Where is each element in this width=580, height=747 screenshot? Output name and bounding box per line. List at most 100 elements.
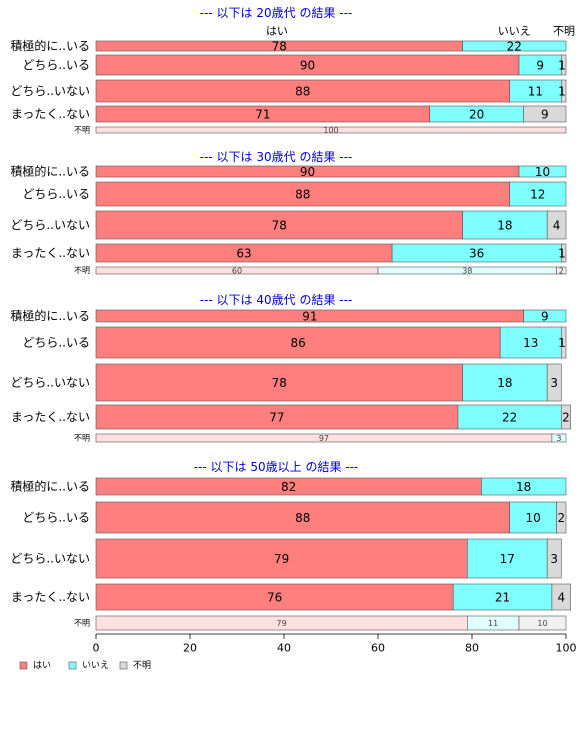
legend-swatch bbox=[19, 661, 28, 670]
column-header-unknown: 不明 bbox=[553, 25, 575, 38]
data-label: 1 bbox=[558, 59, 566, 73]
data-label: 90 bbox=[300, 59, 315, 73]
data-label: 10 bbox=[535, 165, 550, 179]
row-label: まったく..ない bbox=[11, 107, 90, 121]
bar-segment bbox=[551, 433, 567, 443]
row-label: どちら..いない bbox=[10, 218, 90, 232]
column-header-yes: はい bbox=[266, 25, 288, 38]
row-label: どちら..いる bbox=[22, 336, 90, 350]
data-label: 1 bbox=[558, 247, 566, 261]
bar-segment bbox=[452, 583, 553, 611]
row-label: まったく..ない bbox=[11, 410, 90, 424]
data-label: 11 bbox=[488, 619, 498, 628]
bar-segment bbox=[95, 126, 567, 134]
data-label: 4 bbox=[553, 219, 561, 233]
data-label: 3 bbox=[550, 376, 558, 390]
data-label: 22 bbox=[507, 40, 522, 54]
data-label: 88 bbox=[295, 511, 310, 525]
bar-segment bbox=[95, 326, 501, 359]
data-label: 90 bbox=[300, 165, 315, 179]
bar-segment bbox=[560, 243, 567, 263]
data-label: 9 bbox=[541, 108, 549, 122]
x-tick-label: 60 bbox=[371, 642, 385, 655]
bar-segment bbox=[518, 615, 567, 631]
panel-title: --- 以下は 40歳代 の結果 --- bbox=[200, 293, 353, 307]
x-tick-label: 80 bbox=[465, 642, 479, 655]
bar-segment bbox=[546, 363, 562, 402]
data-label: 1 bbox=[558, 85, 566, 99]
data-label: 78 bbox=[272, 219, 287, 233]
bar-segment bbox=[523, 105, 567, 123]
data-label: 77 bbox=[269, 411, 284, 425]
data-label: 11 bbox=[528, 85, 543, 99]
row-label: 不明 bbox=[74, 619, 90, 628]
x-tick-label: 0 bbox=[93, 642, 100, 655]
bar-segment bbox=[95, 501, 510, 534]
bar-segment bbox=[499, 326, 562, 359]
column-header-no: いいえ bbox=[498, 25, 531, 38]
data-label: 10 bbox=[537, 619, 547, 628]
row-label: どちら..いる bbox=[22, 187, 90, 201]
data-label: 22 bbox=[502, 411, 517, 425]
data-label: 79 bbox=[277, 619, 287, 628]
row-label: 不明 bbox=[74, 434, 90, 443]
row-label: どちら..いない bbox=[10, 552, 90, 566]
bar-segment bbox=[509, 181, 567, 207]
bar-segment bbox=[551, 583, 572, 611]
x-tick-label: 40 bbox=[277, 642, 291, 655]
data-label: 4 bbox=[557, 591, 565, 605]
legend-swatch bbox=[68, 661, 77, 670]
data-label: 76 bbox=[267, 591, 282, 605]
row-label: どちら..いない bbox=[10, 376, 90, 390]
row-label: 不明 bbox=[74, 126, 90, 135]
data-label: 79 bbox=[274, 552, 289, 566]
data-label: 38 bbox=[462, 267, 472, 276]
data-label: 2 bbox=[559, 267, 564, 276]
bar-segment bbox=[556, 501, 567, 534]
row-label: どちら..いる bbox=[22, 58, 90, 72]
data-label: 100 bbox=[323, 126, 338, 135]
data-label: 3 bbox=[556, 434, 561, 443]
x-tick-label: 20 bbox=[183, 642, 197, 655]
data-label: 3 bbox=[550, 552, 558, 566]
bar-segment bbox=[462, 40, 567, 52]
bar-segment bbox=[95, 583, 454, 611]
data-label: 78 bbox=[272, 40, 287, 54]
row-label: 不明 bbox=[74, 266, 90, 275]
data-label: 17 bbox=[500, 552, 515, 566]
legend-label: はい bbox=[33, 660, 51, 671]
data-label: 82 bbox=[281, 480, 296, 494]
bar-segment bbox=[546, 210, 567, 240]
data-label: 10 bbox=[525, 511, 540, 525]
legend-label: 不明 bbox=[133, 660, 151, 671]
data-label: 18 bbox=[497, 219, 512, 233]
data-label: 86 bbox=[290, 336, 305, 350]
data-label: 71 bbox=[255, 108, 270, 122]
data-label: 88 bbox=[295, 85, 310, 99]
data-label: 63 bbox=[236, 247, 251, 261]
panel-title: --- 以下は 30歳代 の結果 --- bbox=[200, 150, 353, 164]
data-label: 97 bbox=[319, 434, 329, 443]
bar-segment bbox=[523, 309, 567, 323]
bar-segment bbox=[560, 326, 567, 359]
bar-segment bbox=[560, 54, 567, 76]
row-label: まったく..ない bbox=[11, 590, 90, 604]
bar-segment bbox=[560, 404, 571, 430]
x-tick-label: 100 bbox=[556, 642, 577, 655]
bar-segment bbox=[95, 538, 468, 579]
bar-segment bbox=[560, 79, 567, 103]
bar-segment bbox=[462, 363, 548, 402]
bar-segment bbox=[481, 477, 567, 496]
row-label: まったく..ない bbox=[11, 246, 90, 260]
data-label: 88 bbox=[295, 188, 310, 202]
legend-label: いいえ bbox=[82, 660, 109, 671]
row-label: 積極的に..いる bbox=[10, 164, 90, 179]
bar-segment bbox=[457, 404, 562, 430]
bar-segment bbox=[509, 501, 557, 534]
panel-title: --- 以下は 20歳代 の結果 --- bbox=[200, 6, 353, 20]
data-label: 2 bbox=[557, 511, 565, 525]
data-label: 9 bbox=[541, 310, 549, 324]
row-label: どちら..いる bbox=[22, 511, 90, 525]
data-label: 9 bbox=[536, 59, 544, 73]
